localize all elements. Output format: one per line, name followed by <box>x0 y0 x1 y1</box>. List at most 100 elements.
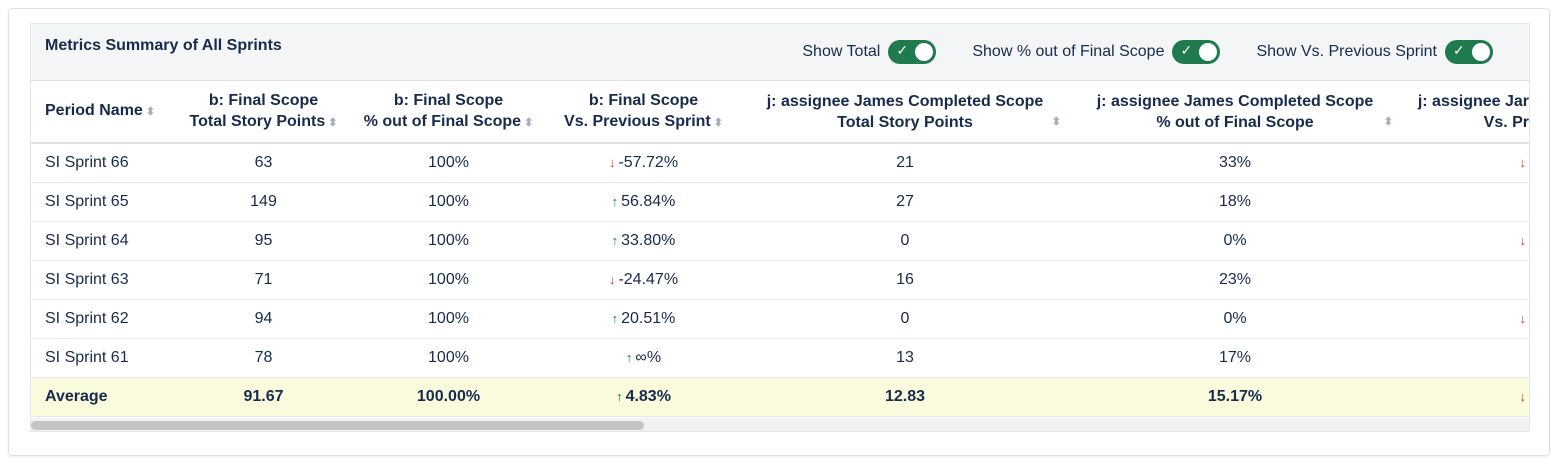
header-text: Vs. Previous Sprint <box>564 112 711 130</box>
sort-icon[interactable]: ⬍ <box>524 116 534 129</box>
trend-arrow: ↓ <box>1519 155 1527 170</box>
cell: ↑ 4.83% <box>546 377 741 417</box>
cell: 63 <box>176 143 351 183</box>
sort-icon[interactable]: ⬍ <box>1383 116 1393 128</box>
trend-arrow: ↑ <box>611 194 619 209</box>
cell <box>1401 338 1529 378</box>
scroll-thumb[interactable] <box>31 421 644 430</box>
sort-icon[interactable]: ⬍ <box>1051 116 1061 128</box>
h-scrollbar[interactable] <box>31 418 1529 431</box>
header-text: j: assignee Jar <box>1417 92 1529 110</box>
cell: 149 <box>176 182 351 222</box>
column-header[interactable]: j: assignee Jar Vs. Pr <box>1401 81 1529 144</box>
cell: 16 <box>741 260 1069 300</box>
trend-arrow: ↓ <box>1519 311 1527 326</box>
table-body: SI Sprint 66 63 100% ↓ -57.72% 21 33% ↓ SI Sprin… <box>31 143 1529 417</box>
column-header[interactable]: j: assignee James Completed Scope % out o… <box>1069 81 1401 144</box>
cell: 27 <box>741 182 1069 222</box>
cell: 23% <box>1069 260 1401 300</box>
cell: 94 <box>176 299 351 339</box>
trend-arrow: ↑ <box>611 233 619 248</box>
trend-arrow: ↓ <box>608 272 616 287</box>
metrics-table: Period Name ⬍ b: Final Scope Total Story Po… <box>31 81 1529 417</box>
cell: 18% <box>1069 182 1401 222</box>
data-row: SI Sprint 65 149 100% ↑ 56.84% 27 18% <box>31 182 1529 222</box>
cell: ↓ <box>1401 377 1529 417</box>
cell: 78 <box>176 338 351 378</box>
cell: ↑ 56.84% <box>546 182 741 222</box>
cell: 100% <box>351 143 546 183</box>
header-text: b: Final Scope <box>393 91 504 109</box>
cell: ↓ <box>1401 221 1529 261</box>
trend-arrow: ↑ <box>611 311 619 326</box>
cell: 100% <box>351 182 546 222</box>
column-header[interactable]: Period Name ⬍ <box>31 81 176 144</box>
cell: 0 <box>741 299 1069 339</box>
column-header[interactable]: b: Final Scope % out of Final Scope ⬍ <box>351 81 546 144</box>
cell: 100% <box>351 260 546 300</box>
header-text: % out of Final Scope <box>363 112 522 130</box>
toggle-switch[interactable] <box>1172 40 1221 64</box>
cell: 21 <box>741 143 1069 183</box>
cell-text: -24.47% <box>618 271 679 288</box>
cell: 100% <box>351 338 546 378</box>
toggle[interactable]: Show % out of Final Scope <box>972 40 1221 64</box>
metrics-panel: Metrics Summary of All Sprints Show Tota… <box>30 23 1530 432</box>
toggle-switch[interactable] <box>888 40 937 64</box>
cell-text: 56.84% <box>621 193 676 210</box>
cell-text: 4.83% <box>625 388 671 405</box>
header-text: Total Story Points <box>189 112 326 130</box>
cell: SI Sprint 61 <box>31 338 176 378</box>
cell: SI Sprint 64 <box>31 221 176 261</box>
cell: SI Sprint 62 <box>31 299 176 339</box>
cell: ↓ -57.72% <box>546 143 741 183</box>
cell: 95 <box>176 221 351 261</box>
cell-text: 20.51% <box>621 310 676 327</box>
cell-text: ∞% <box>635 349 662 366</box>
trend-arrow: ↑ <box>625 350 633 365</box>
column-header[interactable]: j: assignee James Completed Scope Total S… <box>741 81 1069 144</box>
header-text: j: assignee James Completed Scope <box>1096 92 1374 110</box>
header-text: Total Story Points <box>837 113 973 131</box>
toggle-label: Show % out of Final Scope <box>972 43 1165 60</box>
toggle[interactable]: Show Total <box>802 40 937 64</box>
sort-icon[interactable]: ⬍ <box>145 106 156 118</box>
cell: SI Sprint 66 <box>31 143 176 183</box>
cell-text: -57.72% <box>618 154 679 171</box>
data-row: SI Sprint 62 94 100% ↑ 20.51% 0 0% ↓ <box>31 299 1529 339</box>
cell: 71 <box>176 260 351 300</box>
trend-arrow: ↑ <box>616 389 623 404</box>
cell: ↓ -24.47% <box>546 260 741 300</box>
toggle-label: Show Total <box>802 43 881 60</box>
cell: 12.83 <box>741 377 1069 417</box>
cell: 100% <box>351 221 546 261</box>
cell: 0 <box>741 221 1069 261</box>
cell: 0% <box>1069 221 1401 261</box>
toggle-group: Show Total Show % out of Final Scope Show … <box>802 40 1493 64</box>
cell: SI Sprint 65 <box>31 182 176 222</box>
cell: 100% <box>351 299 546 339</box>
header-row: Period Name ⬍ b: Final Scope Total Story Po… <box>31 81 1529 144</box>
cell-text: 33.80% <box>621 232 676 249</box>
column-header[interactable]: b: Final Scope Vs. Previous Sprint ⬍ <box>546 81 741 144</box>
toggle-label: Show Vs. Previous Sprint <box>1256 43 1437 60</box>
cell: 100.00% <box>351 377 546 417</box>
cell: 33% <box>1069 143 1401 183</box>
toggle-switch[interactable] <box>1445 40 1493 64</box>
sort-icon[interactable]: ⬍ <box>713 116 723 129</box>
cell: ↑ 33.80% <box>546 221 741 261</box>
cell: 17% <box>1069 338 1401 378</box>
header-text: Vs. Pr <box>1483 113 1529 131</box>
data-row: SI Sprint 63 71 100% ↓ -24.47% 16 23% <box>31 260 1529 300</box>
header-text: Period Name <box>45 102 143 119</box>
cell: 15.17% <box>1069 377 1401 417</box>
header-text: b: Final Scope <box>208 91 319 109</box>
cell: ↑ 20.51% <box>546 299 741 339</box>
cell: ↑ ∞% <box>546 338 741 378</box>
data-row: SI Sprint 66 63 100% ↓ -57.72% 21 33% ↓ <box>31 143 1529 183</box>
sort-icon[interactable]: ⬍ <box>328 116 338 129</box>
column-header[interactable]: b: Final Scope Total Story Points ⬍ <box>176 81 351 144</box>
card <box>8 8 1550 456</box>
cell: SI Sprint 63 <box>31 260 176 300</box>
toggle[interactable]: Show Vs. Previous Sprint <box>1256 40 1493 64</box>
